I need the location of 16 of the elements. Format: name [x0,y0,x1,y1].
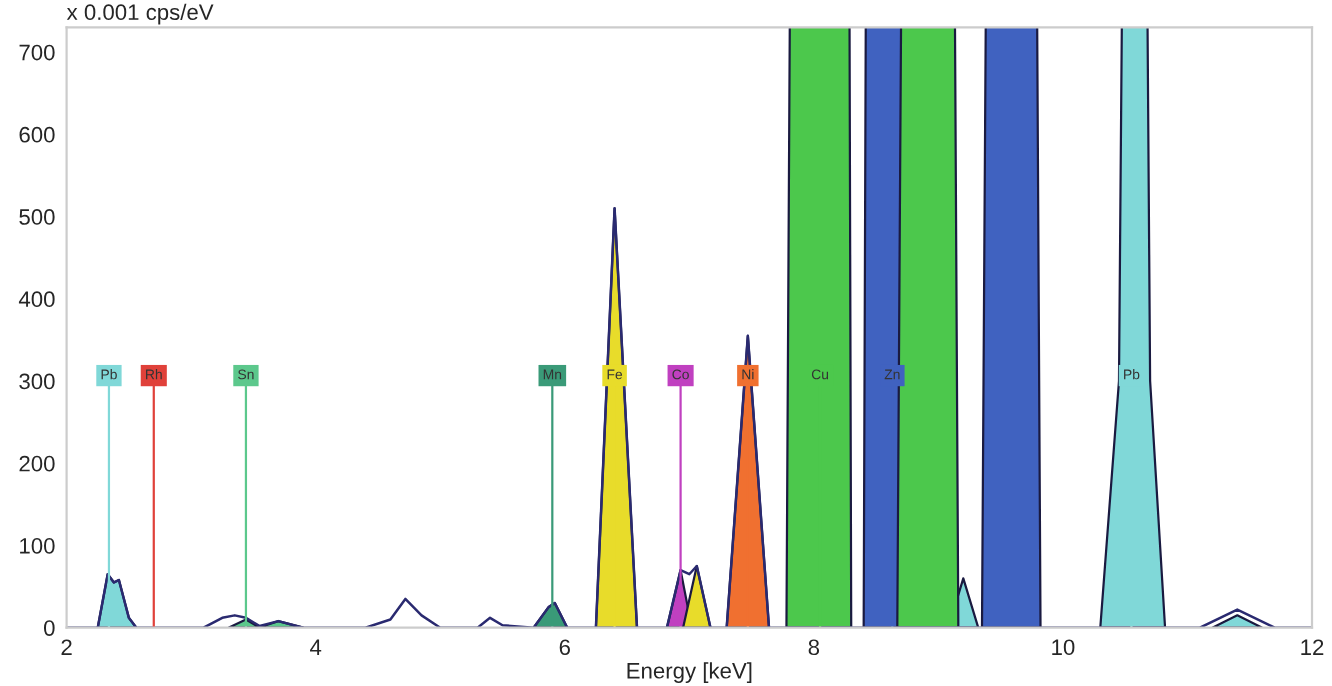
y-tick-label: 600 [19,126,55,143]
x-tick-label: 2 [61,639,72,655]
x-tick-label: 10 [1052,639,1075,656]
y-tick-label: 400 [18,291,55,308]
y-tick-label: 500 [19,209,55,225]
y-tick-label: 300 [19,373,55,390]
x-axis-title: Energy [keV] [627,662,752,684]
x-tick-label: 8 [808,639,820,656]
y-tick-label: 100 [20,538,55,554]
y-tick-label: 0 [44,620,55,636]
y-axis-title: x 0.001 cps/eV [66,3,214,25]
y-tick-label: 200 [19,455,55,472]
x-tick-label: 12 [1301,639,1324,655]
x-tick-label: 4 [310,639,322,655]
y-tick-label: 700 [19,44,55,61]
x-tick-label: 6 [559,639,570,656]
